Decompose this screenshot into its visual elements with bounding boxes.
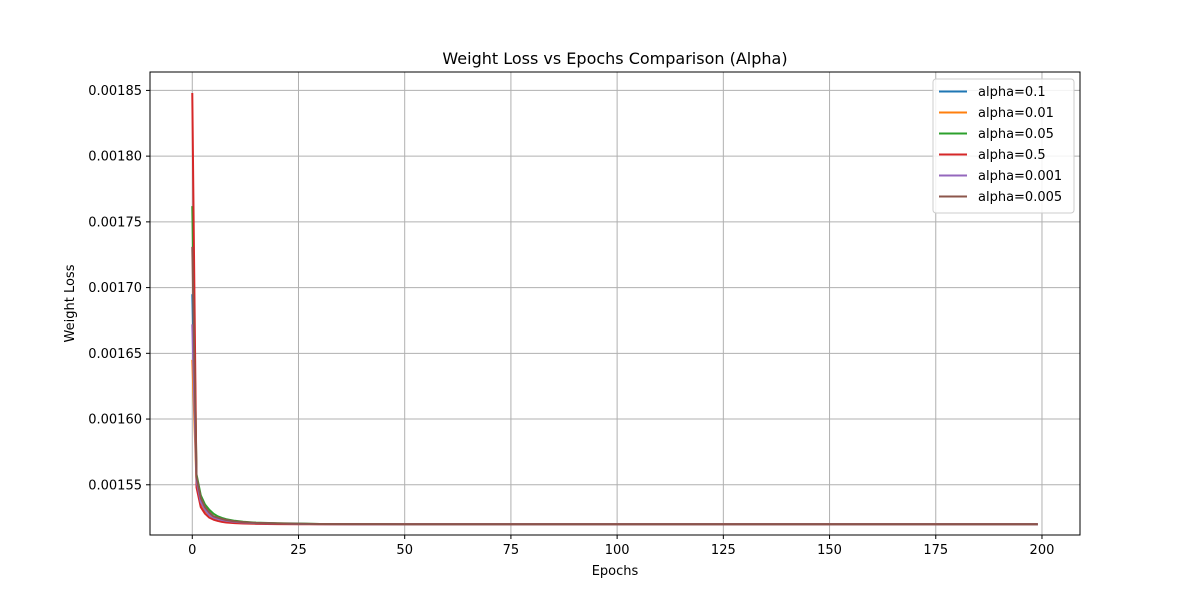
- legend-label: alpha=0.05: [978, 127, 1054, 142]
- y-tick-label: 0.00165: [88, 347, 142, 362]
- x-tick-label: 200: [1030, 543, 1055, 558]
- x-tick-label: 0: [188, 543, 196, 558]
- y-tick-label: 0.00175: [88, 215, 142, 230]
- legend-label: alpha=0.001: [978, 169, 1062, 184]
- legend-label: alpha=0.01: [978, 106, 1054, 121]
- x-tick-label: 75: [503, 543, 520, 558]
- y-tick-label: 0.00155: [88, 478, 142, 493]
- y-tick-label: 0.00170: [88, 281, 142, 296]
- x-axis-ticks: 0 25 50 75 100 125 150 175 200: [188, 535, 1054, 558]
- x-tick-label: 25: [290, 543, 307, 558]
- x-axis-label: Epochs: [592, 564, 639, 579]
- series-lines: [191, 93, 1038, 526]
- x-tick-label: 50: [396, 543, 413, 558]
- legend-label: alpha=0.1: [978, 85, 1046, 100]
- legend-box: [932, 78, 1075, 214]
- plot-frame: [149, 71, 1081, 536]
- chart-title: Weight Loss vs Epochs Comparison (Alpha): [442, 49, 787, 68]
- y-tick-label: 0.00160: [88, 413, 142, 428]
- x-tick-label: 150: [817, 543, 842, 558]
- y-axis-ticks: 0.00155 0.00160 0.00165 0.00170 0.00175 0.001…: [88, 84, 150, 493]
- x-tick-label: 100: [605, 543, 630, 558]
- y-axis-label: Weight Loss: [63, 264, 78, 342]
- legend: alpha=0.1 alpha=0.01 alpha=0.05 alpha=0.5 al…: [932, 78, 1075, 214]
- y-tick-label: 0.00185: [88, 84, 142, 99]
- legend-label: alpha=0.005: [978, 190, 1062, 205]
- legend-label: alpha=0.5: [978, 148, 1046, 163]
- series-line-5: [191, 246, 1038, 526]
- x-tick-label: 175: [923, 543, 948, 558]
- x-tick-label: 125: [711, 543, 736, 558]
- y-tick-label: 0.00180: [88, 150, 142, 165]
